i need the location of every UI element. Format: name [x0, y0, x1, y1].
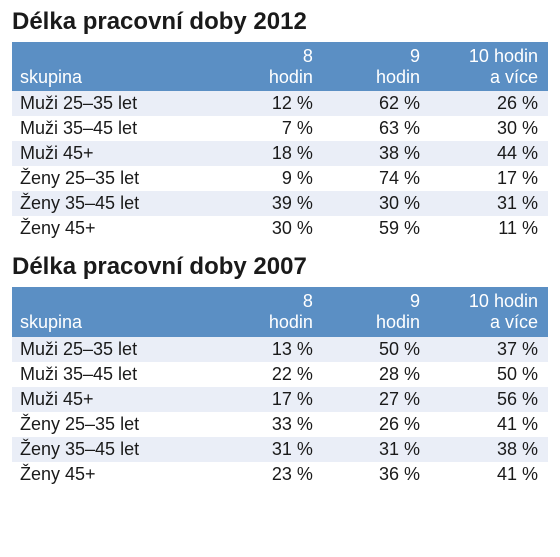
row-value: 62 % — [323, 91, 430, 116]
table-row: Ženy 35–45 let39 %30 %31 % — [12, 191, 548, 216]
row-value: 50 % — [323, 337, 430, 362]
row-value: 38 % — [430, 437, 548, 462]
row-value: 63 % — [323, 116, 430, 141]
row-value: 38 % — [323, 141, 430, 166]
row-value: 7 % — [216, 116, 323, 141]
row-value: 26 % — [323, 412, 430, 437]
column-header: 9hodin — [323, 287, 430, 336]
row-label: Muži 35–45 let — [12, 116, 216, 141]
row-value: 17 % — [430, 166, 548, 191]
row-label: Muži 45+ — [12, 141, 216, 166]
row-value: 23 % — [216, 462, 323, 487]
row-label: Muži 25–35 let — [12, 91, 216, 116]
row-label: Muži 35–45 let — [12, 362, 216, 387]
column-header-line: skupina — [20, 312, 82, 332]
column-header-line: hodin — [269, 312, 313, 332]
row-value: 30 % — [216, 216, 323, 241]
row-label: Muži 25–35 let — [12, 337, 216, 362]
column-header-line: 8 — [303, 291, 313, 311]
table-row: Muži 25–35 let12 %62 %26 % — [12, 91, 548, 116]
table-row: Muži 35–45 let7 %63 %30 % — [12, 116, 548, 141]
column-header-line: 9 — [410, 291, 420, 311]
row-label: Ženy 25–35 let — [12, 412, 216, 437]
table-title: Délka pracovní doby 2012 — [12, 8, 548, 36]
column-header-line: hodin — [376, 312, 420, 332]
table-row: Muži 45+17 %27 %56 % — [12, 387, 548, 412]
row-value: 31 % — [323, 437, 430, 462]
column-header-line: 10 hodin — [469, 291, 538, 311]
column-header: skupina — [12, 287, 216, 336]
column-header-line: 8 — [303, 46, 313, 66]
row-value: 18 % — [216, 141, 323, 166]
row-value: 31 % — [430, 191, 548, 216]
row-value: 31 % — [216, 437, 323, 462]
table-row: Ženy 45+30 %59 %11 % — [12, 216, 548, 241]
data-table: skupina8hodin9hodin10 hodina víceMuži 25… — [12, 42, 548, 241]
data-table: skupina8hodin9hodin10 hodina víceMuži 25… — [12, 287, 548, 486]
table-title: Délka pracovní doby 2007 — [12, 253, 548, 281]
table-section: Délka pracovní doby 2012skupina8hodin9ho… — [12, 8, 548, 241]
row-value: 41 % — [430, 462, 548, 487]
row-label: Ženy 35–45 let — [12, 191, 216, 216]
table-row: Muži 25–35 let13 %50 %37 % — [12, 337, 548, 362]
row-value: 22 % — [216, 362, 323, 387]
table-section: Délka pracovní doby 2007skupina8hodin9ho… — [12, 253, 548, 486]
table-row: Muži 35–45 let22 %28 %50 % — [12, 362, 548, 387]
row-label: Muži 45+ — [12, 387, 216, 412]
row-value: 74 % — [323, 166, 430, 191]
row-label: Ženy 35–45 let — [12, 437, 216, 462]
column-header: 8hodin — [216, 287, 323, 336]
row-value: 12 % — [216, 91, 323, 116]
column-header: 9hodin — [323, 42, 430, 91]
row-value: 44 % — [430, 141, 548, 166]
row-value: 41 % — [430, 412, 548, 437]
column-header-line: hodin — [376, 67, 420, 87]
column-header-line: 9 — [410, 46, 420, 66]
row-value: 9 % — [216, 166, 323, 191]
row-value: 27 % — [323, 387, 430, 412]
row-value: 28 % — [323, 362, 430, 387]
table-row: Muži 45+18 %38 %44 % — [12, 141, 548, 166]
row-value: 13 % — [216, 337, 323, 362]
column-header: 10 hodina více — [430, 42, 548, 91]
row-value: 26 % — [430, 91, 548, 116]
row-value: 59 % — [323, 216, 430, 241]
table-row: Ženy 25–35 let9 %74 %17 % — [12, 166, 548, 191]
column-header: skupina — [12, 42, 216, 91]
table-row: Ženy 35–45 let31 %31 %38 % — [12, 437, 548, 462]
row-label: Ženy 45+ — [12, 216, 216, 241]
column-header-line: hodin — [269, 67, 313, 87]
table-row: Ženy 25–35 let33 %26 %41 % — [12, 412, 548, 437]
row-value: 39 % — [216, 191, 323, 216]
column-header-line: a více — [490, 312, 538, 332]
column-header: 8hodin — [216, 42, 323, 91]
row-label: Ženy 45+ — [12, 462, 216, 487]
row-value: 56 % — [430, 387, 548, 412]
row-value: 36 % — [323, 462, 430, 487]
row-value: 30 % — [430, 116, 548, 141]
row-value: 33 % — [216, 412, 323, 437]
column-header-line: skupina — [20, 67, 82, 87]
column-header: 10 hodina více — [430, 287, 548, 336]
row-value: 37 % — [430, 337, 548, 362]
column-header-line: a více — [490, 67, 538, 87]
column-header-line: 10 hodin — [469, 46, 538, 66]
row-label: Ženy 25–35 let — [12, 166, 216, 191]
row-value: 50 % — [430, 362, 548, 387]
table-row: Ženy 45+23 %36 %41 % — [12, 462, 548, 487]
row-value: 30 % — [323, 191, 430, 216]
row-value: 17 % — [216, 387, 323, 412]
row-value: 11 % — [430, 216, 548, 241]
